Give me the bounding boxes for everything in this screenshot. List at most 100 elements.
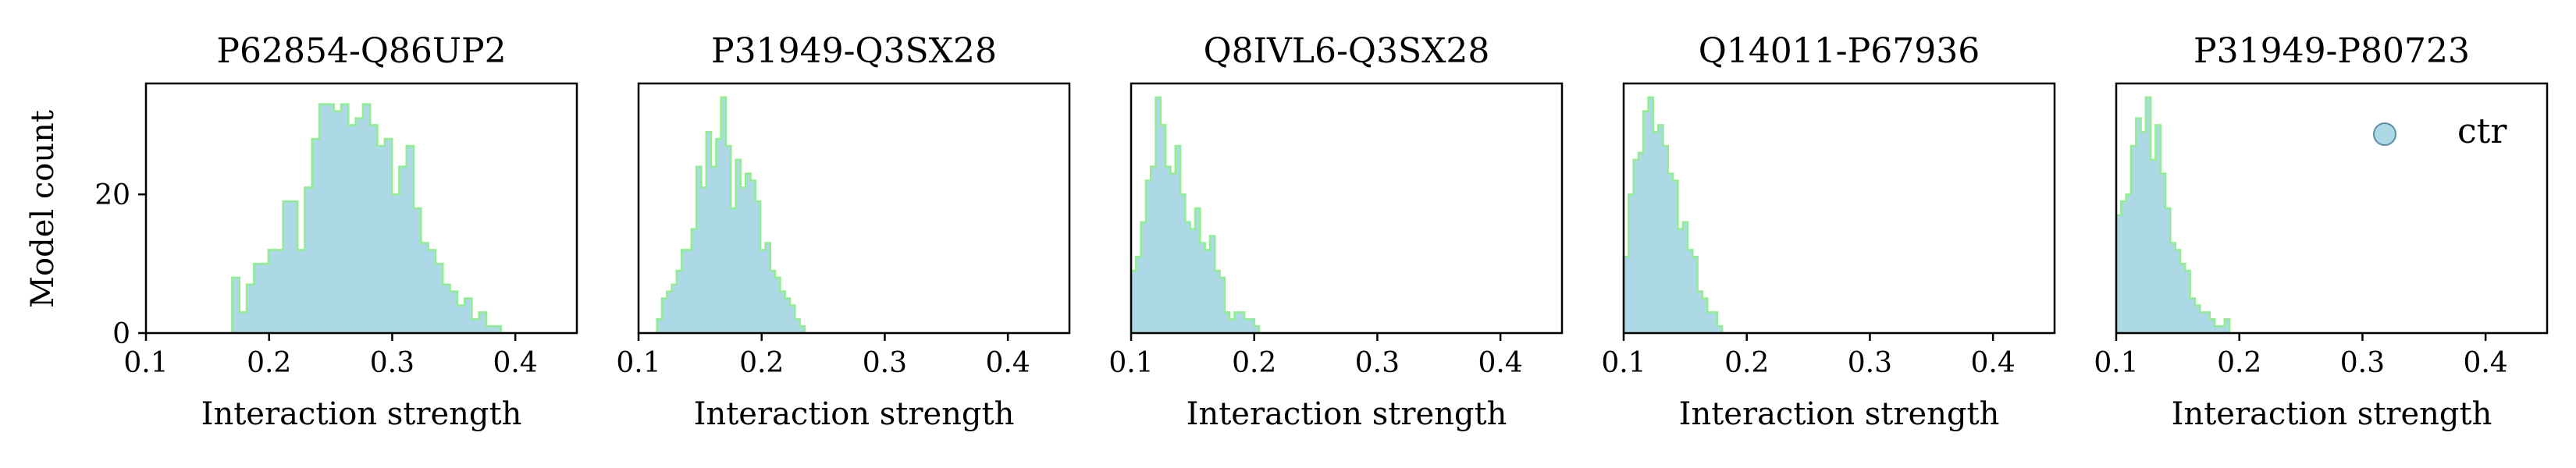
histogram-bar (311, 139, 320, 333)
histogram-bar (471, 319, 480, 333)
histogram-bar (2145, 97, 2151, 333)
x-tick-label: 0.1 (2094, 347, 2138, 379)
histogram-bar (2215, 326, 2220, 333)
histogram-bar (676, 271, 682, 333)
histogram-bar (1215, 271, 1220, 333)
histogram-bar (795, 319, 801, 333)
histogram-bar (1229, 319, 1235, 333)
histogram-bar (2224, 319, 2230, 333)
histogram-bar (1160, 125, 1166, 333)
histogram-bar (276, 250, 283, 333)
x-tick-label: 0.3 (1355, 347, 1400, 379)
panel-title: Q8IVL6-Q3SX28 (1204, 31, 1490, 71)
y-tick-label: 0 (112, 318, 130, 350)
histogram-bar (457, 305, 465, 333)
plot-frame (637, 82, 1071, 335)
histogram-bar (232, 277, 240, 333)
histogram-bar (770, 271, 776, 333)
histogram-bar (2165, 208, 2171, 333)
histogram-bar (740, 187, 746, 333)
histogram-bar (716, 139, 722, 333)
histogram-bar (1692, 257, 1699, 333)
histogram-bar (1688, 250, 1693, 333)
histogram-bar (1624, 257, 1629, 333)
histogram-bar (384, 139, 393, 333)
histogram-bar (681, 250, 687, 333)
x-tick-label: 0.2 (739, 347, 784, 379)
histogram-bar (2185, 271, 2191, 333)
histogram-bar (1673, 180, 1678, 333)
histogram-bars (1624, 97, 1723, 333)
histogram-outline (656, 96, 806, 333)
x-tick-label: 0.2 (1232, 347, 1276, 379)
histogram-bar (362, 104, 371, 334)
histogram-bar (1155, 97, 1162, 333)
x-axis-label: Interaction strength (694, 396, 1015, 432)
x-tick-label: 0.3 (2340, 347, 2385, 379)
plot-frame (144, 82, 578, 335)
histogram-outline (1622, 96, 1724, 333)
legend: ctr (2373, 112, 2507, 151)
histogram-bar (799, 326, 806, 333)
histogram-bar (450, 291, 458, 333)
histogram-bar (1239, 312, 1245, 333)
histogram-bar (435, 264, 443, 333)
histogram-bar (1180, 194, 1186, 333)
histogram-bar (2219, 326, 2226, 333)
histogram-bar (731, 208, 736, 333)
histogram-outline (1130, 96, 1261, 333)
histogram-bar (1702, 298, 1708, 333)
histogram-bar (1131, 271, 1137, 333)
histogram-bar (711, 166, 717, 333)
histogram-bar (2155, 125, 2161, 333)
panel-title: Q14011-P67936 (1699, 31, 1980, 71)
histogram-bar (326, 104, 335, 334)
histogram-bar (1195, 208, 1201, 333)
histogram-bar (1140, 222, 1147, 333)
histogram-bars (656, 97, 806, 333)
histogram-panel-4: 0.1 0.2 0.3 0.4 Q14011-P67936 Interaction str… (1601, 31, 2056, 432)
histogram-bar (2190, 298, 2196, 333)
x-tick-label: 0.3 (1848, 347, 1892, 379)
histogram-bar (340, 104, 349, 334)
histogram-bar (1145, 180, 1151, 333)
histogram-bar (720, 97, 727, 333)
x-tick-label: 0.4 (986, 347, 1030, 379)
histogram-panel-3: 0.1 0.2 0.3 0.4 Q8IVL6-Q3SX28 Interaction str… (1108, 31, 1564, 432)
panel-title: P31949-P80723 (2194, 31, 2470, 71)
histogram-panel-2: 0.1 0.2 0.3 0.4 P31949-Q3SX28 Interaction str… (616, 31, 1071, 432)
histogram-bar (1667, 173, 1674, 333)
histogram-bar (1151, 166, 1156, 333)
histogram-bar (2126, 194, 2132, 333)
x-tick-label: 0.1 (1601, 347, 1646, 379)
histogram-bar (765, 243, 771, 333)
histogram-bar (2160, 173, 2166, 333)
histogram-bars (1131, 97, 1260, 333)
histogram-bar (1678, 229, 1684, 333)
histogram-bar (1185, 222, 1191, 333)
legend-marker-icon (2373, 122, 2396, 146)
histogram-bar (1638, 152, 1644, 333)
histogram-bar (1249, 319, 1255, 333)
histogram-bar (1234, 312, 1240, 333)
histogram-bar (319, 104, 327, 334)
histogram-bar (1663, 146, 1669, 333)
histogram-bar (392, 194, 400, 333)
histogram-bar (399, 166, 407, 333)
histogram-bar (2200, 312, 2205, 333)
x-tick-label: 0.2 (247, 347, 291, 379)
histogram-bar (1628, 194, 1635, 333)
histogram-bar (2204, 312, 2211, 333)
histogram-bar (2170, 243, 2176, 333)
histogram-bar (1224, 312, 1230, 333)
histogram-bar (464, 298, 472, 333)
histogram-bar (1633, 159, 1639, 333)
x-tick-label: 0.4 (1478, 347, 1523, 379)
histogram-bar (2209, 319, 2215, 333)
x-axis-label: Interaction strength (2172, 396, 2492, 432)
histogram-bar (1658, 125, 1663, 333)
histogram-bar (268, 250, 276, 333)
histogram-bar (247, 284, 254, 333)
histogram-bar (1697, 291, 1703, 333)
